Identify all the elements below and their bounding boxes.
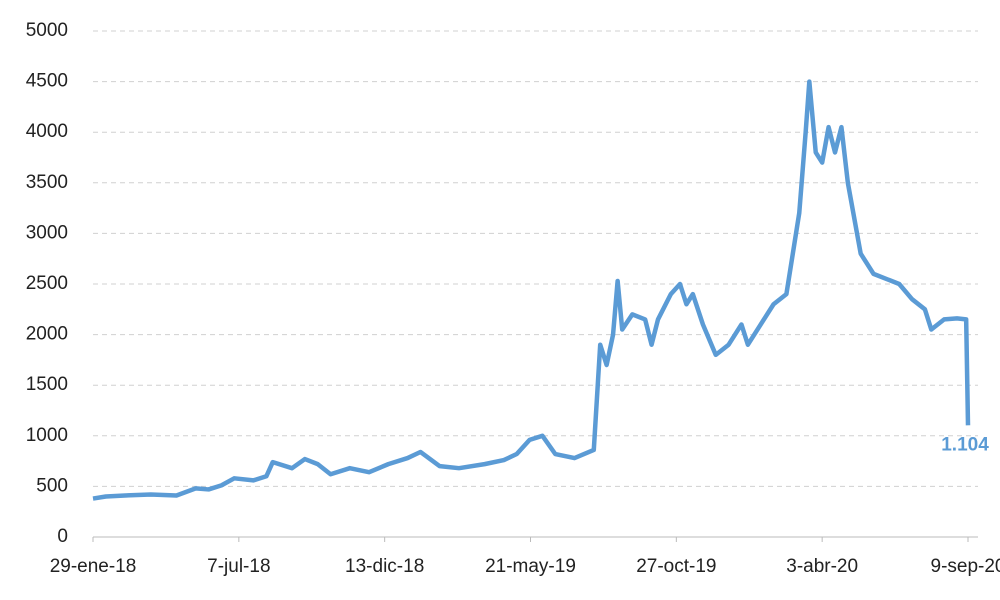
x-tick-label: 21-may-19 [485, 556, 576, 577]
y-tick-label: 2000 [26, 324, 68, 345]
y-tick-label: 3500 [26, 172, 68, 193]
y-tick-label: 500 [36, 475, 68, 496]
y-tick-label: 1500 [26, 374, 68, 395]
y-tick-label: 4500 [26, 71, 68, 92]
x-tick-label: 9-sep-20 [931, 556, 1000, 577]
y-tick-label: 1000 [26, 425, 68, 446]
x-tick-label: 7-jul-18 [207, 556, 270, 577]
x-tick-label: 29-ene-18 [50, 556, 137, 577]
x-tick-label: 3-abr-20 [786, 556, 858, 577]
y-tick-label: 2500 [26, 273, 68, 294]
y-tick-label: 4000 [26, 121, 68, 142]
y-tick-label: 5000 [26, 20, 68, 41]
data-label: 1.104 [941, 434, 989, 455]
series-line [92, 79, 971, 501]
x-tick-label: 27-oct-19 [636, 556, 716, 577]
y-tick-label: 0 [57, 526, 68, 547]
y-tick-label: 3000 [26, 222, 68, 243]
x-tick-label: 13-dic-18 [345, 556, 424, 577]
